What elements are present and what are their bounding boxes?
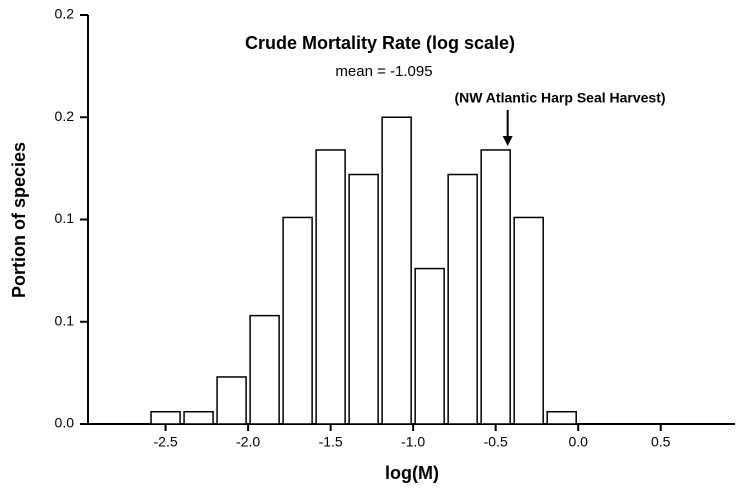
arrow-head: [502, 135, 513, 146]
y-tick-label: 0.2: [55, 108, 75, 124]
x-tick-label: 0.5: [651, 434, 671, 450]
x-tick-label: -0.5: [484, 434, 508, 450]
y-tick-label: 0.2: [55, 6, 75, 22]
y-axis-label: Portion of species: [9, 142, 29, 298]
bar: [249, 314, 280, 425]
bar: [282, 216, 313, 425]
bar: [381, 116, 412, 425]
bar: [414, 267, 445, 425]
chart-title: Crude Mortality Rate (log scale): [245, 33, 515, 53]
x-tick-label: -2.5: [154, 434, 178, 450]
bar: [315, 149, 346, 425]
x-tick-label: -1.0: [401, 434, 425, 450]
bar: [546, 410, 577, 425]
chart-subtitle: mean = -1.095: [335, 63, 432, 80]
bar: [150, 410, 181, 425]
bar: [348, 173, 379, 425]
bar: [480, 149, 511, 425]
y-tick-label: 0.1: [55, 312, 75, 328]
y-tick-label: 0.0: [55, 415, 75, 431]
bar: [216, 376, 247, 425]
x-tick-label: -1.5: [319, 434, 343, 450]
bar: [183, 410, 214, 425]
bar: [513, 216, 544, 425]
x-tick-label: -2.0: [236, 434, 260, 450]
bar: [447, 173, 478, 425]
x-tick-label: 0.0: [568, 434, 588, 450]
x-axis-label: log(M): [385, 463, 439, 483]
y-tick-label: 0.1: [55, 210, 75, 226]
annotation: (NW Atlantic Harp Seal Harvest): [454, 90, 665, 106]
